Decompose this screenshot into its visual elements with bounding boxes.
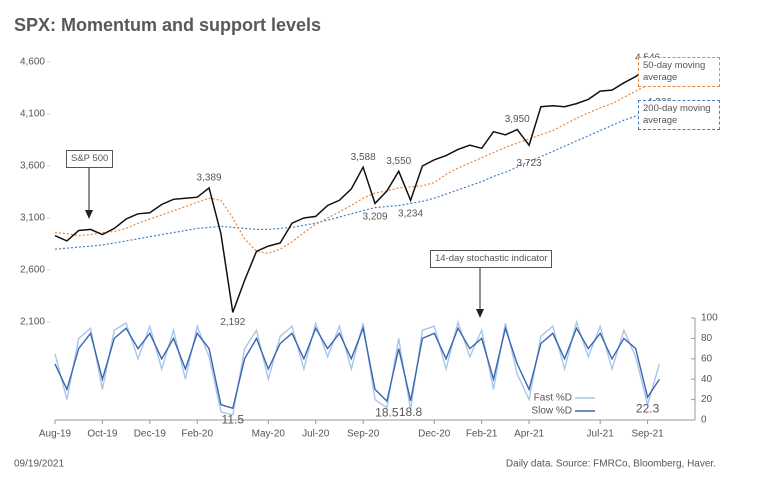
series-line xyxy=(54,325,660,410)
y-tick-label: 3,100 xyxy=(20,213,45,224)
x-tick-label: Feb-21 xyxy=(466,429,498,440)
annotation: 3,723 xyxy=(517,158,542,169)
x-tick-label: May-20 xyxy=(252,429,286,440)
spx-callout: S&P 500 xyxy=(66,150,114,168)
x-tick-label: Jul-20 xyxy=(302,429,330,440)
x-tick-label: Sep-20 xyxy=(347,429,380,440)
legend-label: Fast %D xyxy=(534,393,572,404)
x-tick-label: Jul-21 xyxy=(587,429,615,440)
ma50-callout: 50-day moving average xyxy=(638,57,720,87)
x-tick-label: Dec-19 xyxy=(134,429,167,440)
legend-label: Slow %D xyxy=(531,406,572,417)
annotation: 3,550 xyxy=(386,156,411,167)
series-line xyxy=(54,66,660,313)
indicator-annotation: 11.5 xyxy=(222,412,245,426)
indicator-callout: 14-day stochastic indicator xyxy=(430,250,553,268)
x-tick-label: Apr-21 xyxy=(514,429,544,440)
annotation: 3,234 xyxy=(398,209,423,220)
date-note: 09/19/2021 xyxy=(14,459,64,470)
y2-tick-label: 20 xyxy=(701,394,713,405)
x-tick-label: Dec-20 xyxy=(418,429,451,440)
x-tick-label: Aug-19 xyxy=(39,429,72,440)
annotation: 3,588 xyxy=(351,152,376,163)
x-tick-label: Feb-20 xyxy=(181,429,213,440)
annotation: 3,389 xyxy=(197,173,222,184)
ma200-callout: 200-day moving average xyxy=(638,100,720,130)
y-tick-label: 2,600 xyxy=(20,265,45,276)
y2-tick-label: 40 xyxy=(701,374,713,385)
x-tick-label: Oct-19 xyxy=(87,429,117,440)
series-line xyxy=(54,108,660,250)
y2-tick-label: 0 xyxy=(701,415,707,426)
y2-tick-label: 100 xyxy=(701,313,718,324)
callout-arrowhead xyxy=(476,309,484,318)
y2-tick-label: 80 xyxy=(701,333,713,344)
annotation: 3,950 xyxy=(505,114,530,125)
y-tick-label: 4,600 xyxy=(20,57,45,68)
annotation: 2,192 xyxy=(220,317,245,328)
indicator-annotation: 18.8 xyxy=(399,405,423,419)
callout-arrowhead xyxy=(85,210,93,219)
y-tick-label: 3,600 xyxy=(20,161,45,172)
indicator-annotation: 18.5 xyxy=(375,405,399,419)
chart-title: SPX: Momentum and support levels xyxy=(14,15,321,35)
indicator-annotation: 22.3 xyxy=(636,401,660,415)
x-tick-label: Sep-21 xyxy=(631,429,664,440)
annotation: 3,209 xyxy=(362,211,387,222)
y-tick-label: 4,100 xyxy=(20,109,45,120)
y2-tick-label: 60 xyxy=(701,353,713,364)
source-note: Daily data. Source: FMRCo, Bloomberg, Ha… xyxy=(506,459,716,470)
y-tick-label: 2,100 xyxy=(20,317,45,328)
